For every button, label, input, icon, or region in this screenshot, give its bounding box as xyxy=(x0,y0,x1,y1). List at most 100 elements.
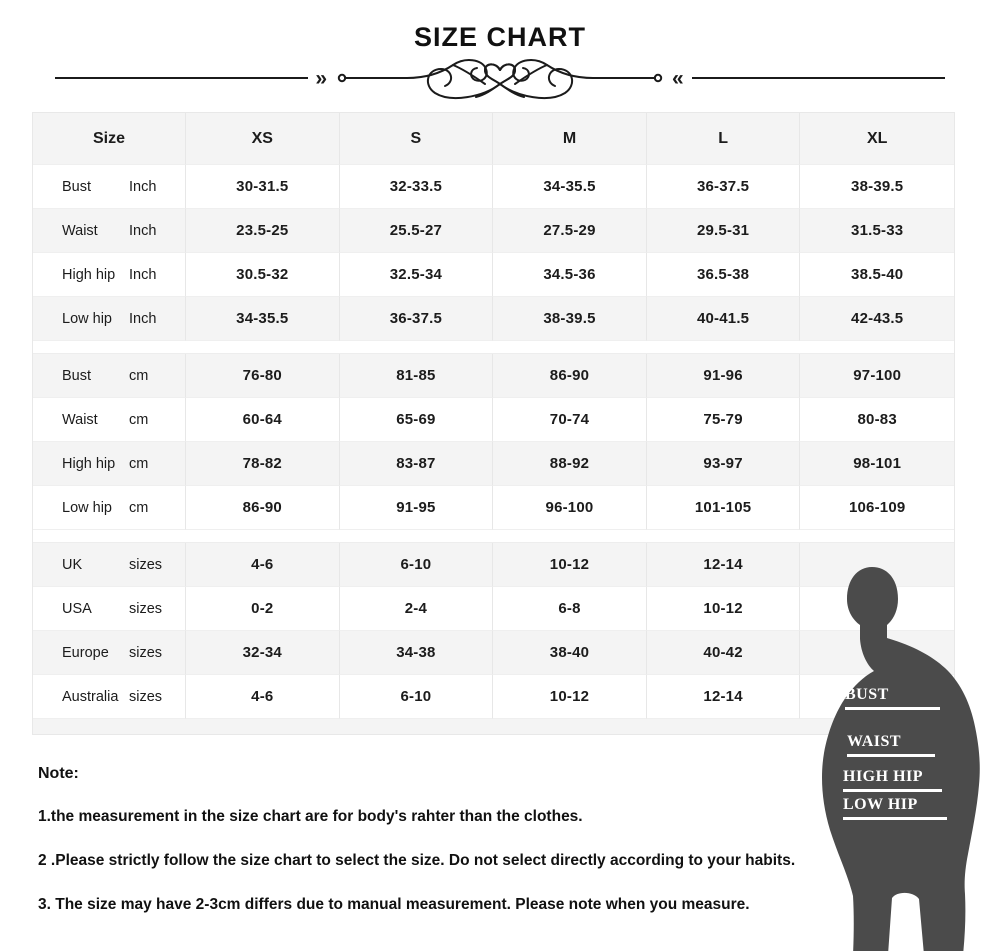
row-label: Waist xyxy=(62,411,98,428)
note-item-1: 1.the measurement in the size chart are … xyxy=(38,808,583,825)
cell: 36-37.5 xyxy=(646,165,801,209)
table-footer-strip xyxy=(33,719,954,734)
cell: 86-90 xyxy=(493,354,647,398)
table-row: UK sizes 4-6 6-10 10-12 12-14 xyxy=(33,543,954,587)
body-silhouette: BUST WAIST HIGH HIP LOW HIP xyxy=(808,555,1000,951)
cell: 6-8 xyxy=(493,587,647,631)
body-silhouette-icon xyxy=(822,567,980,951)
row-label: Europe xyxy=(62,644,109,661)
row-unit: sizes xyxy=(129,600,163,617)
cell: 12-14 xyxy=(646,675,801,719)
cell: 42-43.5 xyxy=(800,297,954,341)
note-item-3: 3. The size may have 2-3cm differs due t… xyxy=(38,895,750,913)
cell: 70-74 xyxy=(493,398,647,442)
cell: 86-90 xyxy=(186,486,340,530)
figure-label-waist: WAIST xyxy=(847,734,935,757)
cell: 91-95 xyxy=(339,486,494,530)
cell: 78-82 xyxy=(186,442,340,486)
table-row: Bust Inch 30-31.5 32-33.5 34-35.5 36-37.5… xyxy=(33,165,954,209)
page-title: SIZE CHART xyxy=(414,22,586,52)
cell: 38-40 xyxy=(493,631,647,675)
figure-label-bust: BUST xyxy=(845,687,940,710)
cell: 38.5-40 xyxy=(800,253,954,297)
cell: 97-100 xyxy=(800,354,954,398)
row-unit: cm xyxy=(129,499,149,516)
cell: 76-80 xyxy=(186,354,340,398)
cell: 40-41.5 xyxy=(646,297,801,341)
cell: 32-34 xyxy=(186,631,340,675)
cell: 0-2 xyxy=(186,587,340,631)
cell: 36-37.5 xyxy=(339,297,494,341)
cell: 6-10 xyxy=(339,675,494,719)
cell: 98-101 xyxy=(800,442,954,486)
cell: 30.5-32 xyxy=(186,253,340,297)
cell: 40-42 xyxy=(646,631,801,675)
cell: 80-83 xyxy=(800,398,954,442)
cell: 32-33.5 xyxy=(339,165,494,209)
row-label: USA xyxy=(62,600,92,617)
cell: 36.5-38 xyxy=(646,253,801,297)
figure-label-high-hip: HIGH HIP xyxy=(843,769,942,792)
cell: 4-6 xyxy=(186,675,340,719)
flourish-ornament-icon xyxy=(337,59,663,100)
row-label: UK xyxy=(62,556,83,573)
cell: 34.5-36 xyxy=(493,253,647,297)
row-label: Australia xyxy=(62,688,119,705)
divider-line-left xyxy=(55,77,309,79)
cell: 34-35.5 xyxy=(493,165,647,209)
row-unit: cm xyxy=(129,367,149,384)
row-label: Waist xyxy=(62,222,98,239)
cell: 96-100 xyxy=(493,486,647,530)
cell: 106-109 xyxy=(800,486,954,530)
cell: 27.5-29 xyxy=(493,209,647,253)
cell: 38-39.5 xyxy=(493,297,647,341)
row-label: Bust xyxy=(62,178,92,195)
cell: 6-10 xyxy=(339,543,494,587)
column-header: Size xyxy=(33,113,186,165)
cell: 34-38 xyxy=(339,631,494,675)
row-unit: sizes xyxy=(129,644,163,661)
column-header: L xyxy=(646,113,801,165)
cell: 60-64 xyxy=(186,398,340,442)
row-unit: Inch xyxy=(129,266,157,283)
note-item-2: 2 .Please strictly follow the size chart… xyxy=(38,851,796,869)
row-label: Low hip xyxy=(62,499,112,516)
cell: 2-4 xyxy=(339,587,494,631)
table-row: Waist cm 60-64 65-69 70-74 75-79 80-83 xyxy=(33,398,954,442)
cell: 29.5-31 xyxy=(646,209,801,253)
table-row: Europe sizes 32-34 34-38 38-40 40-42 xyxy=(33,631,954,675)
column-header: M xyxy=(493,113,647,165)
figure-label-low-hip: LOW HIP xyxy=(843,797,947,820)
cell: 93-97 xyxy=(646,442,801,486)
cell: 12-14 xyxy=(646,543,801,587)
row-label: High hip xyxy=(62,266,116,283)
notes-title: Note: xyxy=(38,765,79,782)
row-unit: Inch xyxy=(129,310,157,327)
cell: 30-31.5 xyxy=(186,165,340,209)
cell: 10-12 xyxy=(646,587,801,631)
cell: 83-87 xyxy=(339,442,494,486)
cell: 25.5-27 xyxy=(339,209,494,253)
column-header: S xyxy=(339,113,494,165)
chevron-left-icon: « xyxy=(672,66,685,90)
cell: 91-96 xyxy=(646,354,801,398)
ornament-divider: » « xyxy=(55,58,945,100)
row-unit: Inch xyxy=(129,178,157,195)
cell: 65-69 xyxy=(339,398,494,442)
cell: 81-85 xyxy=(339,354,494,398)
row-unit: Inch xyxy=(129,222,157,239)
table-row: Low hip Inch 34-35.5 36-37.5 38-39.5 40-4… xyxy=(33,297,954,341)
row-label: Bust xyxy=(62,367,92,384)
size-chart-table: Size XS S M L XL Bust Inch 30-31.5 32-33.… xyxy=(32,112,955,735)
row-label: Low hip xyxy=(62,310,112,327)
table-row: USA sizes 0-2 2-4 6-8 10-12 xyxy=(33,587,954,631)
chevron-right-icon: » xyxy=(315,66,328,90)
cell: 23.5-25 xyxy=(186,209,340,253)
cell: 10-12 xyxy=(493,675,647,719)
cell: 101-105 xyxy=(646,486,801,530)
cell: 88-92 xyxy=(493,442,647,486)
row-unit: cm xyxy=(129,455,149,472)
cell: 31.5-33 xyxy=(800,209,954,253)
table-row: Australia sizes 4-6 6-10 10-12 12-14 xyxy=(33,675,954,719)
